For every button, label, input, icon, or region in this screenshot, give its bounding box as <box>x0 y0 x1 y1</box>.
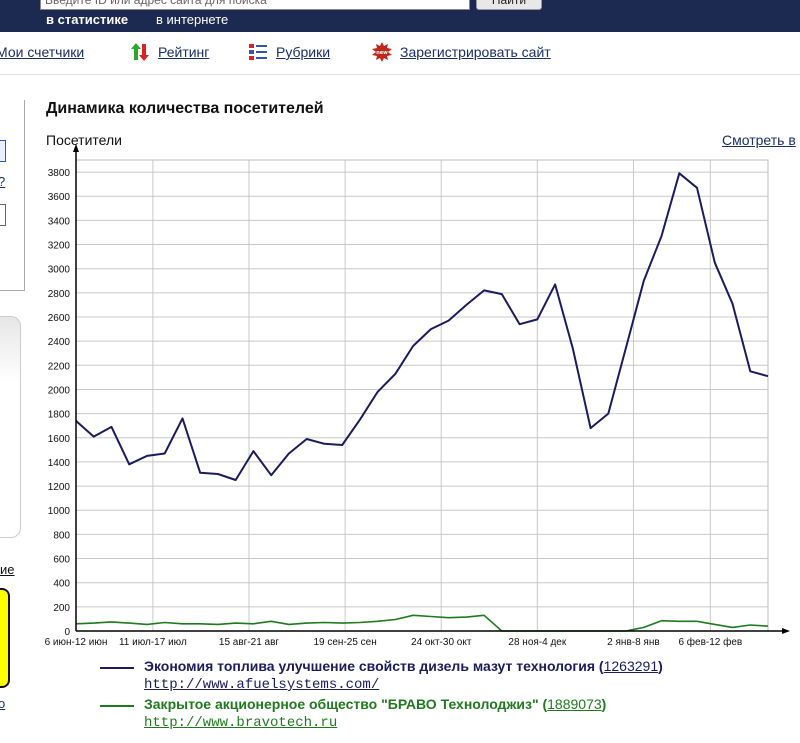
legend-series-id-2[interactable]: 1889073 <box>547 696 602 712</box>
y-tick-label: 3200 <box>48 241 71 252</box>
new-badge-icon: new <box>372 42 392 62</box>
y-tick-label: 1400 <box>48 458 71 469</box>
x-tick-label: 24 окт-30 окт <box>411 637 472 648</box>
x-axis-ticks: 6 июн-12 июн 11 июл-17 июл 15 авг-21 авг 19… <box>45 636 743 648</box>
y-tick-label: 2600 <box>48 313 71 324</box>
rubrics-icon <box>249 44 267 60</box>
top-header: Введите ID или адрес сайта для поиска На… <box>0 0 800 32</box>
y-tick-label: 3000 <box>48 265 71 276</box>
sidebar-button-fragment[interactable] <box>0 204 6 226</box>
y-tick-label: 2400 <box>48 337 71 348</box>
y-axis-title: Посетители <box>46 132 122 148</box>
search-input[interactable]: Введите ID или адрес сайта для поиска <box>40 0 470 10</box>
y-tick-label: 2200 <box>48 361 71 372</box>
y-axis-arrow <box>73 144 79 152</box>
nav-rating[interactable]: Рейтинг <box>158 44 210 60</box>
x-tick-label: 6 фев-12 фев <box>678 636 742 648</box>
sidebar-link-fragment-2[interactable]: о <box>0 696 6 711</box>
x-axis-arrow <box>782 628 790 634</box>
y-tick-label: 1800 <box>48 410 71 421</box>
x-tick-label: 6 июн-12 июн <box>45 637 108 648</box>
legend-series-id-1[interactable]: 1263291 <box>603 658 659 674</box>
y-tick-label: 600 <box>53 555 70 566</box>
x-tick-label: 19 сен-25 сен <box>313 637 376 648</box>
chart-series <box>75 172 769 632</box>
yellow-banner-fragment[interactable] <box>0 588 10 688</box>
y-tick-label: 3600 <box>48 192 71 203</box>
nav-rubrics[interactable]: Рубрики <box>276 44 331 60</box>
y-tick-label: 400 <box>53 579 70 590</box>
y-tick-label: 3400 <box>48 216 71 227</box>
legend-swatch-1 <box>100 667 134 669</box>
legend-url-1[interactable]: http://www.afuelsystems.com/ <box>144 677 380 693</box>
y-tick-label: 3800 <box>48 168 71 179</box>
sidebar-box <box>0 316 21 538</box>
view-link[interactable]: Смотреть в <box>722 132 796 148</box>
y-tick-label: 0 <box>64 627 70 638</box>
legend-series-name-2: Закрытое акционерное общество "БРАВО Тех… <box>144 696 607 712</box>
legend-series-name-1: Экономия топлива улучшение свойств дизел… <box>144 658 663 674</box>
y-tick-label: 2800 <box>48 289 71 300</box>
y-tick-label: 200 <box>53 603 70 614</box>
scope-stats-option[interactable]: в статистике <box>46 12 129 27</box>
legend-swatch-2 <box>100 705 134 707</box>
scope-web-option[interactable]: в интернете <box>156 12 229 27</box>
y-tick-label: 800 <box>53 530 70 541</box>
page-title: Динамика количества посетителей <box>46 100 324 117</box>
y-tick-label: 1600 <box>48 434 71 445</box>
x-tick-label: 11 июл-17 июл <box>119 637 187 648</box>
nav-my-counters[interactable]: Мои счетчики <box>0 44 85 60</box>
y-tick-label: 1200 <box>48 482 71 493</box>
visitors-line-chart: 0 200 400 600 800 1000 1200 1400 1600 1800 2000 220… <box>45 144 790 648</box>
main-nav: Мои счетчики Рейтинг Рубрики new Зарегис… <box>0 32 800 75</box>
search-button[interactable]: Найти <box>476 0 542 10</box>
sidebar-help-link[interactable]: ? <box>0 174 5 189</box>
chart-axes <box>73 144 790 634</box>
sidebar-panel <box>0 100 25 291</box>
plot-area <box>75 159 769 632</box>
chart-grid <box>75 159 769 632</box>
y-tick-label: 2000 <box>48 385 71 396</box>
legend-url-2[interactable]: http://www.bravotech.ru <box>144 715 338 731</box>
y-axis-ticks: 0 200 400 600 800 1000 1200 1400 1600 1800 2000 220… <box>48 168 71 638</box>
x-tick-label: 28 ноя-4 дек <box>508 637 566 648</box>
y-tick-label: 1000 <box>48 506 71 517</box>
svg-text:new: new <box>376 50 388 56</box>
x-tick-label: 15 авг-21 авг <box>219 637 280 648</box>
series-line-2 <box>75 614 769 632</box>
sidebar-input-fragment[interactable] <box>0 140 6 162</box>
x-tick-label: 2 янв-8 янв <box>607 637 660 648</box>
nav-register-site[interactable]: Зарегистрировать сайт <box>400 44 551 60</box>
series-line-1 <box>75 172 769 481</box>
sidebar-link-fragment[interactable]: ие <box>0 562 15 577</box>
left-sidebar-fragment: ? ие о <box>0 100 25 740</box>
rating-arrows-icon <box>131 43 149 61</box>
